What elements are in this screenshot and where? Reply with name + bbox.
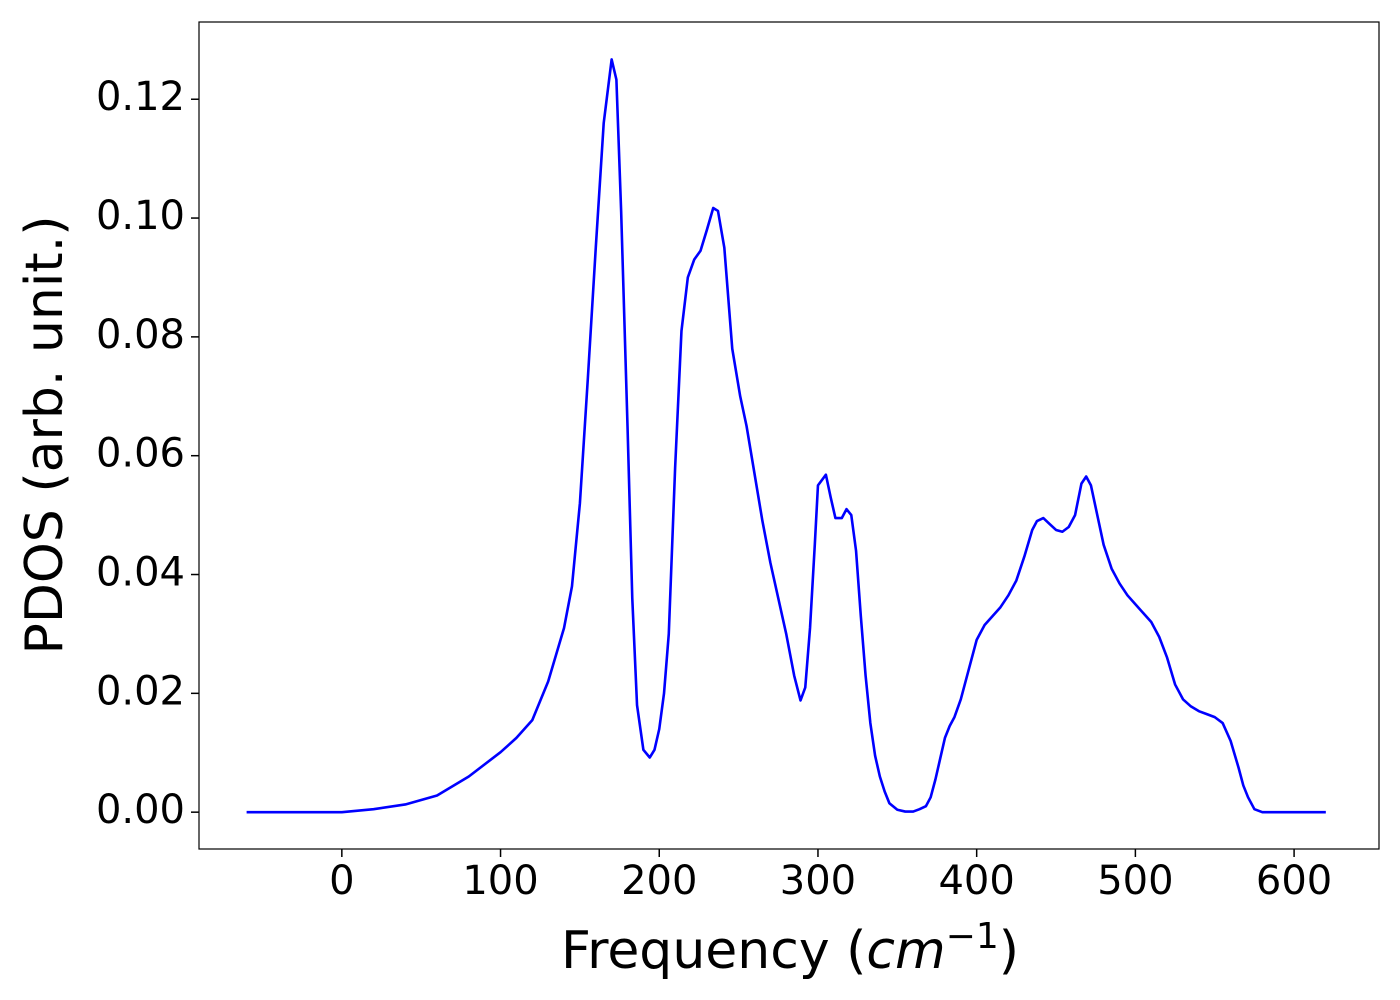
- y-tick-label: 0.06: [96, 431, 185, 477]
- data-line: [246, 58, 1326, 814]
- x-tick-label: 0: [329, 858, 354, 904]
- x-label-part: cm: [866, 921, 945, 981]
- y-tick-label: 0.08: [96, 312, 185, 358]
- y-tick-label: 0.02: [96, 668, 185, 714]
- x-tick-label: 500: [1097, 858, 1173, 904]
- x-tick-label: 100: [462, 858, 538, 904]
- x-label-part: Frequency (: [561, 921, 866, 981]
- x-tick-label: 400: [938, 858, 1014, 904]
- y-tick-label: 0.04: [96, 550, 185, 596]
- y-axis-label: PDOS (arb. unit.): [15, 215, 75, 654]
- x-tick-label: 200: [621, 858, 697, 904]
- plot-frame: [198, 21, 1380, 850]
- x-tick-label: 300: [780, 858, 856, 904]
- x-tick-label: 600: [1256, 858, 1332, 904]
- y-tick-label: 0.12: [96, 74, 185, 120]
- y-tick-label: 0.10: [96, 193, 185, 239]
- y-tick-label: 0.00: [96, 787, 185, 833]
- x-label-part: ): [999, 921, 1019, 981]
- x-axis-label: Frequency (cm−1): [561, 916, 1019, 981]
- x-label-part: −1: [946, 916, 999, 957]
